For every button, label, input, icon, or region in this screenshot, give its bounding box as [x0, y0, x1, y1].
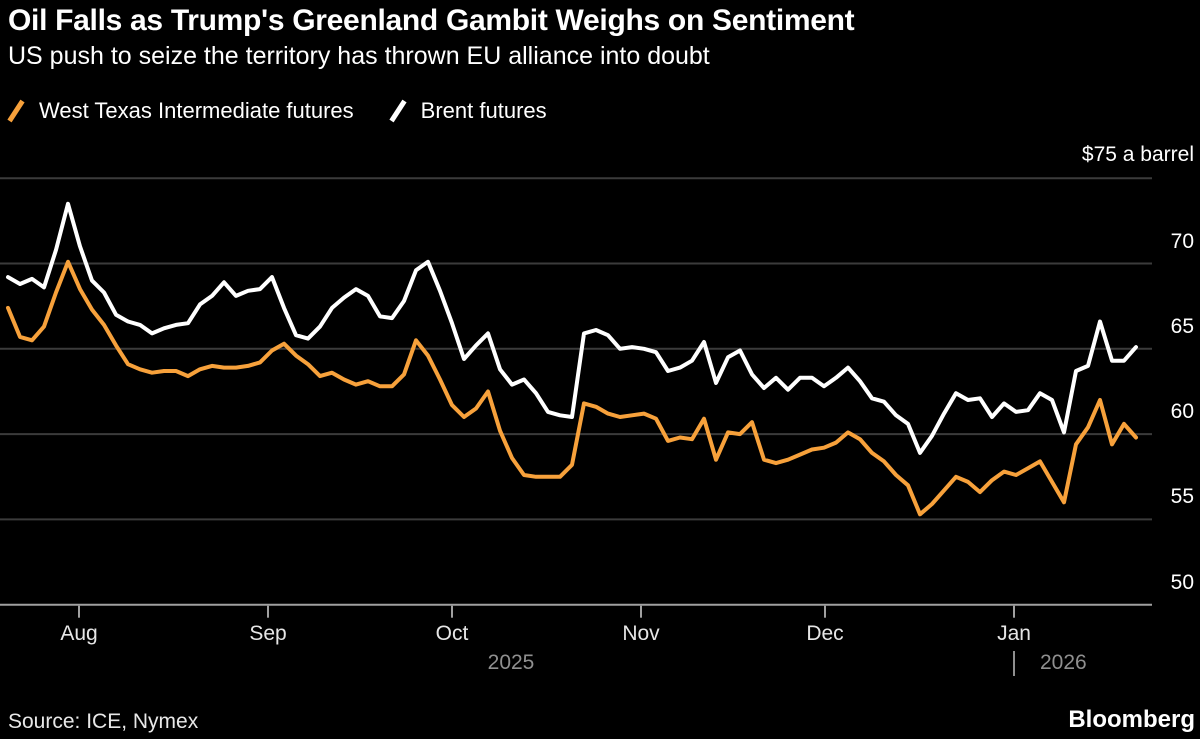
page-title: Oil Falls as Trump's Greenland Gambit We… — [8, 4, 855, 37]
legend-item-wti: West Texas Intermediate futures — [6, 98, 354, 124]
y-axis-unit-label: $75 a barrel — [1081, 143, 1194, 166]
chart-legend: West Texas Intermediate futures Brent fu… — [6, 98, 547, 124]
legend-item-brent: Brent futures — [388, 98, 547, 124]
series-line-west-texas-intermediate-futures — [6, 259, 1138, 517]
y-axis-label-50: 50 — [1170, 570, 1194, 594]
x-axis-label-oct: Oct — [435, 622, 469, 645]
brent-line-swatch-slash-icon — [389, 99, 407, 123]
page-subtitle: US push to seize the territory has throw… — [8, 42, 710, 70]
x-axis-label-dec: Dec — [806, 622, 844, 645]
y-axis-label-60: 60 — [1170, 400, 1194, 424]
wti-line-swatch-slash-icon — [7, 99, 25, 123]
y-axis-label-55: 55 — [1170, 485, 1194, 509]
y-axis-label-65: 65 — [1170, 314, 1194, 338]
series-line-brent-futures — [6, 201, 1138, 455]
legend-label-brent: Brent futures — [420, 98, 547, 123]
x-axis-label-jan: Jan — [997, 622, 1031, 645]
x-axis-label-aug: Aug — [60, 622, 98, 645]
bloomberg-logo: Bloomberg — [1068, 706, 1195, 733]
x-axis-label-nov: Nov — [622, 622, 660, 645]
source-note: Source: ICE, Nymex — [8, 710, 199, 733]
year-label-2025: 2025 — [487, 651, 535, 674]
y-axis-label-70: 70 — [1170, 229, 1194, 253]
x-axis-label-sep: Sep — [249, 622, 287, 645]
legend-label-wti: West Texas Intermediate futures — [39, 98, 354, 123]
year-label-2026: 2026 — [1040, 651, 1087, 674]
